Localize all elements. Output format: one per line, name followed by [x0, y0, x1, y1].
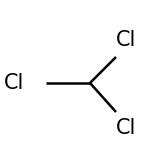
- Text: Cl: Cl: [4, 73, 24, 93]
- Text: Cl: Cl: [116, 118, 136, 138]
- Text: Cl: Cl: [116, 30, 136, 50]
